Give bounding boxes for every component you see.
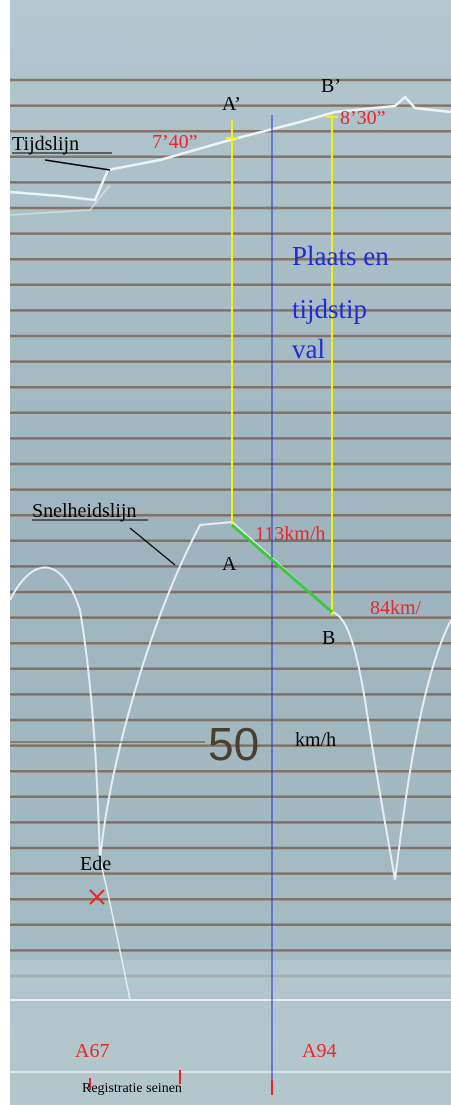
label-b: B <box>322 627 335 649</box>
signal-band <box>10 960 451 1105</box>
left-margin <box>0 0 10 1105</box>
time-a: 7’40” <box>152 131 198 153</box>
speed-b: 84km/ <box>370 597 422 619</box>
speed-line-label: Snelheidslijn <box>32 500 136 522</box>
scale-value: 50 <box>208 718 259 770</box>
speed-a: 113km/h <box>255 523 325 545</box>
signals-caption: Registratie seinen <box>82 1081 182 1096</box>
label-a-prime: A’ <box>222 93 241 115</box>
speed-trace <box>9 520 451 881</box>
scale-unit: km/h <box>295 729 336 751</box>
time-trace <box>9 95 451 202</box>
time-b: 8’30” <box>340 107 386 129</box>
fall-note: tijdstip <box>292 294 367 324</box>
deceleration-segment <box>231 523 333 614</box>
label-b-prime: B’ <box>321 75 341 97</box>
fall-note: Plaats en <box>292 241 389 271</box>
fall-note: val <box>292 334 325 364</box>
station-mark <box>89 889 105 905</box>
signal-right: A94 <box>302 1040 336 1062</box>
speed-trace <box>99 859 131 1001</box>
station-label: Ede <box>80 853 111 875</box>
time-trace-faint <box>9 184 111 216</box>
label-a: A <box>222 553 237 575</box>
signal-left: A67 <box>75 1040 109 1062</box>
time-line-label: Tijdslijn <box>12 133 79 155</box>
pointer <box>44 159 111 171</box>
pointer <box>129 527 176 566</box>
